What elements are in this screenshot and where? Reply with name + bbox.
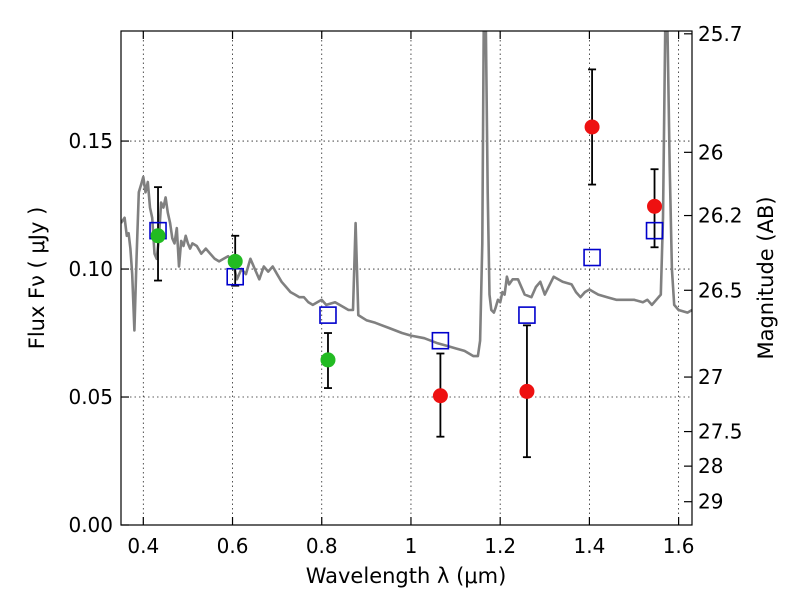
observed-point-green	[227, 253, 243, 269]
x-tick-label: 1.6	[663, 534, 695, 558]
ticks-layer	[121, 31, 692, 526]
y-axis-right-label: Magnitude (AB)	[754, 196, 778, 359]
observed-point-red	[647, 198, 663, 214]
y-axis-label: Flux Fν ( μJy )	[25, 207, 49, 350]
x-tick-label: 0.4	[127, 534, 159, 558]
x-tick-label: 1.2	[484, 534, 516, 558]
y-tick-label: 0.05	[68, 385, 113, 409]
right-tick-label: 26	[698, 140, 723, 164]
sed-model-line	[121, 31, 692, 358]
right-tick-label: 27.5	[698, 420, 743, 444]
observed-point-red	[584, 119, 600, 135]
model-flux-square	[319, 306, 337, 324]
observed-point-red	[519, 383, 535, 399]
x-axis-label: Wavelength λ (μm)	[306, 564, 507, 588]
plot-frame	[120, 30, 693, 526]
x-tick-label: 1.4	[573, 534, 605, 558]
model-flux-square	[645, 221, 664, 240]
y-tick-label: 0.15	[68, 129, 113, 153]
right-tick-label: 26.5	[698, 278, 743, 302]
model-flux-square	[583, 248, 601, 267]
model-flux-square	[431, 331, 450, 350]
right-tick-label: 25.7	[698, 22, 743, 46]
sed-curve-layer	[121, 31, 692, 358]
observed-point-green	[150, 228, 166, 244]
grid	[121, 31, 692, 525]
model-flux-square	[518, 306, 536, 324]
x-tick-label: 0.8	[306, 534, 338, 558]
x-tick-label: 1	[405, 534, 418, 558]
right-tick-label: 29	[698, 490, 723, 514]
observed-point-red	[432, 388, 448, 404]
observed-point-green	[320, 352, 336, 368]
x-tick-label: 0.6	[217, 534, 249, 558]
points-layer	[149, 119, 664, 404]
right-tick-label: 28	[698, 454, 723, 478]
right-tick-label: 27	[698, 365, 723, 389]
tick-labels-layer: 0.4 0.6 0.8 1 1.2 1.4 1.6 0.00 0.05 0.10 0.15 25.7 2…	[68, 22, 742, 558]
y-tick-label: 0.00	[68, 513, 113, 537]
right-tick-label: 26.2	[698, 204, 743, 228]
y-tick-label: 0.10	[68, 257, 113, 281]
